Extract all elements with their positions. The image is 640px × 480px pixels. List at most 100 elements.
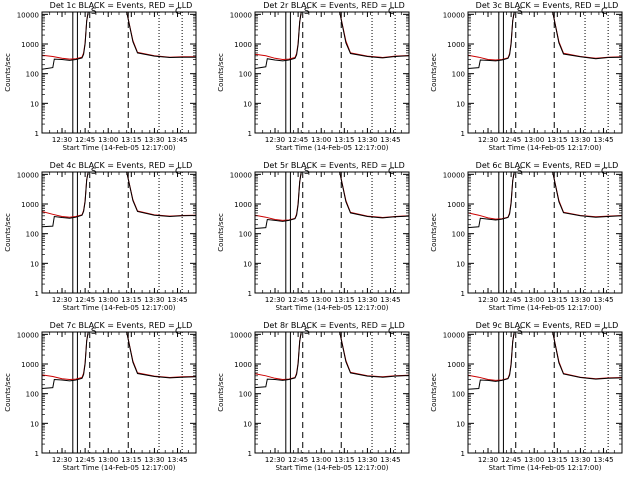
y-tick-label: 100 bbox=[26, 231, 39, 239]
flag-label: C bbox=[601, 327, 607, 337]
x-tick-label: 12:30 bbox=[52, 296, 72, 304]
y-tick-label: 100 bbox=[239, 391, 252, 399]
y-tick-label: 1000 bbox=[447, 201, 465, 209]
time-markers bbox=[72, 332, 183, 453]
y-tick-label: 10 bbox=[456, 260, 465, 268]
x-tick-label: 12:45 bbox=[501, 456, 521, 464]
x-tick-label: 13:30 bbox=[357, 456, 377, 464]
chart-panel-det-9c: 1 10 100 1000 10000 12:30 12:45 13:00 13:15 13:30… bbox=[426, 320, 639, 480]
y-tick-label: 10000 bbox=[443, 11, 465, 19]
x-axis-label: Start Time (14-Feb-05 12:17:00) bbox=[62, 464, 175, 472]
series-group bbox=[255, 172, 409, 229]
flag-label: S bbox=[517, 327, 523, 337]
events-series-line bbox=[468, 12, 622, 69]
series-group bbox=[42, 332, 196, 389]
x-tick-label: 13:15 bbox=[334, 136, 354, 144]
y-tick-label: 1 bbox=[248, 290, 252, 298]
x-tick-label: 12:45 bbox=[288, 296, 308, 304]
lld-series-line bbox=[42, 332, 196, 381]
x-tick-label: 13:30 bbox=[570, 136, 590, 144]
y-tick-label: 10 bbox=[456, 420, 465, 428]
flag-label: S bbox=[304, 7, 310, 17]
time-markers bbox=[498, 332, 609, 453]
y-tick-label: 10 bbox=[30, 100, 39, 108]
events-series-line bbox=[255, 12, 409, 69]
y-tick-label: 10 bbox=[456, 100, 465, 108]
x-tick-label: 12:45 bbox=[75, 456, 95, 464]
time-markers bbox=[498, 12, 609, 133]
y-tick-label: 10000 bbox=[230, 171, 252, 179]
flag-label: C bbox=[388, 327, 394, 337]
x-tick-label: 13:00 bbox=[524, 456, 544, 464]
y-tick-label: 10 bbox=[243, 100, 252, 108]
lld-series-line bbox=[42, 12, 196, 60]
x-tick-label: 13:15 bbox=[121, 456, 141, 464]
x-tick-label: 13:15 bbox=[334, 456, 354, 464]
y-tick-label: 100 bbox=[239, 231, 252, 239]
x-tick-label: 12:30 bbox=[52, 456, 72, 464]
events-series-line bbox=[42, 332, 196, 389]
x-tick-label: 13:00 bbox=[98, 296, 118, 304]
flag-label: C bbox=[175, 7, 181, 17]
chart-svg: 1 10 100 1000 10000 12:30 12:45 13:00 13:15 13:30… bbox=[4, 161, 197, 312]
y-tick-label: 10000 bbox=[17, 331, 39, 339]
x-tick-label: 12:30 bbox=[478, 136, 498, 144]
flag-label: S bbox=[517, 167, 523, 177]
y-axis-label: Counts/sec bbox=[4, 53, 12, 92]
x-tick-label: 13:15 bbox=[547, 296, 567, 304]
chart-svg: 1 10 100 1000 10000 12:30 12:45 13:00 13:15 13:30… bbox=[217, 321, 410, 472]
x-tick-label: 13:30 bbox=[357, 136, 377, 144]
y-tick-label: 10000 bbox=[230, 331, 252, 339]
series-group bbox=[42, 172, 196, 228]
flag-label: C bbox=[388, 7, 394, 17]
y-tick-label: 100 bbox=[26, 391, 39, 399]
x-axis-label: Start Time (14-Feb-05 12:17:00) bbox=[488, 304, 601, 312]
flag-label: S bbox=[91, 7, 97, 17]
x-tick-label: 13:30 bbox=[144, 136, 164, 144]
x-axis-label: Start Time (14-Feb-05 12:17:00) bbox=[62, 304, 175, 312]
x-axis-label: Start Time (14-Feb-05 12:17:00) bbox=[488, 464, 601, 472]
chart-panel-det-4c: 1 10 100 1000 10000 12:30 12:45 13:00 13:15 13:30… bbox=[0, 160, 213, 320]
x-tick-label: 13:00 bbox=[311, 456, 331, 464]
chart-svg: 1 10 100 1000 10000 12:30 12:45 13:00 13:15 13:30… bbox=[217, 161, 410, 312]
flag-label: S bbox=[517, 7, 523, 17]
x-tick-label: 12:30 bbox=[265, 136, 285, 144]
x-tick-label: 13:45 bbox=[593, 456, 613, 464]
chart-title: Det 2r BLACK = Events, RED = LLD bbox=[263, 1, 405, 10]
y-tick-label: 1 bbox=[248, 130, 252, 138]
events-series-line bbox=[42, 172, 196, 228]
chart-svg: 1 10 100 1000 10000 12:30 12:45 13:00 13:15 13:30… bbox=[4, 321, 197, 472]
plot-frame bbox=[254, 171, 410, 294]
chart-title: Det 6c BLACK = Events, RED = LLD bbox=[476, 161, 619, 170]
chart-panel-det-2r: 1 10 100 1000 10000 12:30 12:45 13:00 13:15 13:30… bbox=[213, 0, 426, 160]
flag-label: C bbox=[601, 7, 607, 17]
y-tick-label: 10 bbox=[30, 420, 39, 428]
chart-title: Det 7c BLACK = Events, RED = LLD bbox=[50, 321, 193, 330]
y-tick-label: 10 bbox=[30, 260, 39, 268]
flag-label: C bbox=[388, 167, 394, 177]
x-tick-label: 13:00 bbox=[311, 136, 331, 144]
x-tick-label: 13:45 bbox=[593, 136, 613, 144]
x-tick-label: 12:30 bbox=[265, 296, 285, 304]
y-tick-label: 100 bbox=[452, 71, 465, 79]
x-tick-label: 13:45 bbox=[593, 296, 613, 304]
series-group bbox=[468, 172, 622, 229]
flag-label: C bbox=[601, 167, 607, 177]
chart-title: Det 3c BLACK = Events, RED = LLD bbox=[476, 1, 619, 10]
time-markers bbox=[285, 12, 396, 133]
x-tick-label: 13:30 bbox=[570, 456, 590, 464]
x-tick-label: 13:00 bbox=[311, 296, 331, 304]
chart-svg: 1 10 100 1000 10000 12:30 12:45 13:00 13:15 13:30… bbox=[430, 1, 623, 152]
events-series-line bbox=[255, 332, 409, 389]
lld-series-line bbox=[468, 172, 622, 220]
series-group bbox=[468, 12, 622, 69]
x-tick-label: 13:00 bbox=[524, 136, 544, 144]
series-group bbox=[42, 12, 196, 70]
plot-frame bbox=[41, 11, 197, 134]
x-tick-label: 12:45 bbox=[288, 456, 308, 464]
x-tick-label: 12:45 bbox=[501, 296, 521, 304]
x-tick-label: 13:45 bbox=[167, 296, 187, 304]
flag-label: C bbox=[175, 167, 181, 177]
x-tick-label: 13:30 bbox=[144, 296, 164, 304]
